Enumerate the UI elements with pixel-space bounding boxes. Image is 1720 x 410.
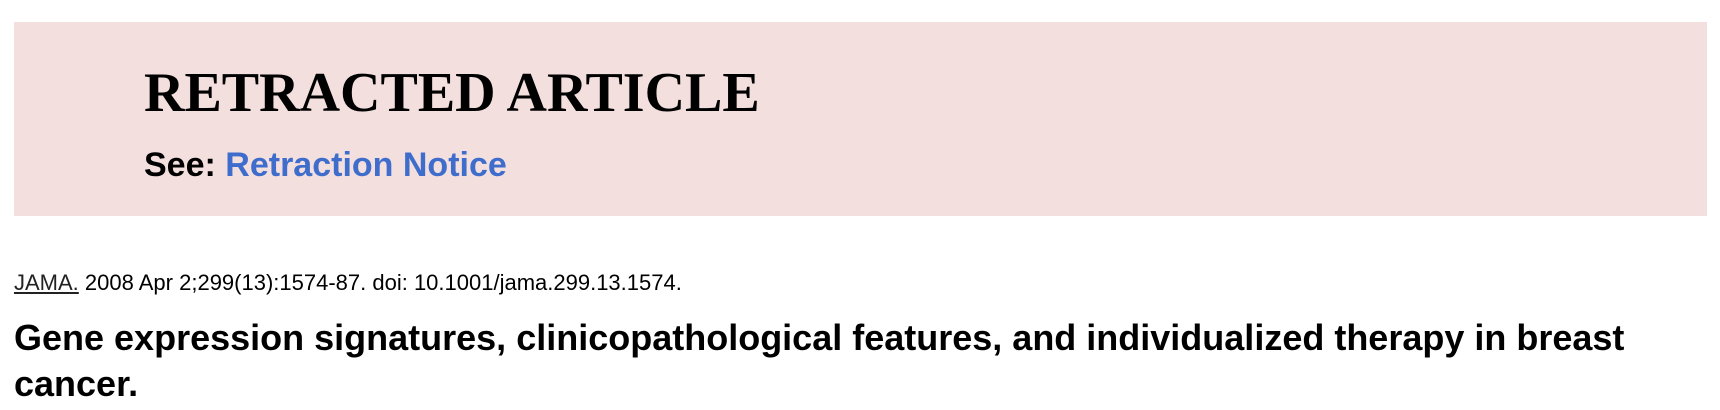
retraction-see-line: See: Retraction Notice — [144, 148, 507, 182]
article-title: Gene expression signatures, clinicopatho… — [14, 317, 1625, 404]
retraction-notice-link[interactable]: Retraction Notice — [225, 146, 507, 184]
retraction-heading: RETRACTED ARTICLE — [144, 62, 760, 124]
see-label: See: — [144, 146, 216, 184]
retraction-banner: RETRACTED ARTICLE See: Retraction Notice — [14, 22, 1707, 216]
citation-details: 2008 Apr 2;299(13):1574-87. doi: 10.1001… — [84, 270, 682, 295]
citation-line: JAMA. 2008 Apr 2;299(13):1574-87. doi: 1… — [14, 272, 682, 294]
journal-link[interactable]: JAMA. — [14, 270, 79, 295]
